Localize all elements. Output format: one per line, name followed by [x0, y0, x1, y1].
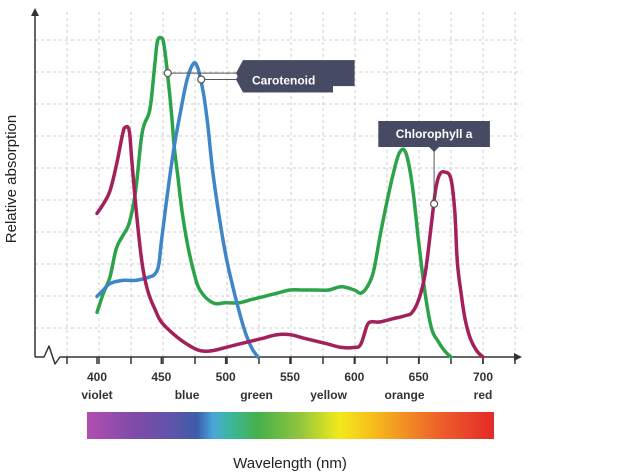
y-axis-label: Relative absorption: [3, 115, 20, 243]
x-tick-label-700: 700: [473, 370, 493, 384]
x-axis-arrow: [514, 353, 522, 361]
x-tick-label-650: 650: [409, 370, 429, 384]
y-axis-arrow: [31, 8, 39, 16]
callout-box-carotenoid: [243, 66, 333, 93]
x-axis-label: Wavelength (nm): [233, 455, 347, 472]
callout-label-chlorophyll-a: Chlorophyll a: [396, 127, 473, 141]
color-band-label-green: green: [240, 388, 273, 402]
x-tick-label-550: 550: [280, 370, 300, 384]
x-tick-label-500: 500: [216, 370, 236, 384]
color-band-label-orange: orange: [385, 388, 425, 402]
callout-marker-chlorophyll-b: [163, 68, 172, 78]
x-tick-label-600: 600: [344, 370, 364, 384]
x-axis-line: [35, 345, 516, 365]
callout-pointer-carotenoid: [236, 66, 243, 93]
callout-marker-carotenoid: [197, 75, 206, 84]
x-tick-label-400: 400: [87, 370, 107, 384]
x-tick-label-450: 450: [151, 370, 171, 384]
color-band-label-blue: blue: [175, 388, 200, 402]
callout-label-carotenoid: Carotenoid: [252, 73, 315, 87]
series-line-carotenoid: [95, 60, 260, 359]
callout-box-chlorophyll-a: [378, 121, 490, 147]
color-band-label-red: red: [474, 388, 493, 402]
series-line-chlorophyll-a: [95, 124, 485, 359]
color-band-label-violet: violet: [81, 388, 112, 402]
spectrum-color-bar: [87, 412, 494, 439]
callout-carotenoid: Carotenoid: [197, 66, 333, 93]
callout-marker-chlorophyll-a: [430, 199, 439, 208]
callout-pointer-chlorophyll-a: [429, 147, 440, 152]
color-band-label-yellow: yellow: [310, 388, 347, 402]
callout-chlorophyll-a: Chlorophyll a: [378, 121, 490, 208]
